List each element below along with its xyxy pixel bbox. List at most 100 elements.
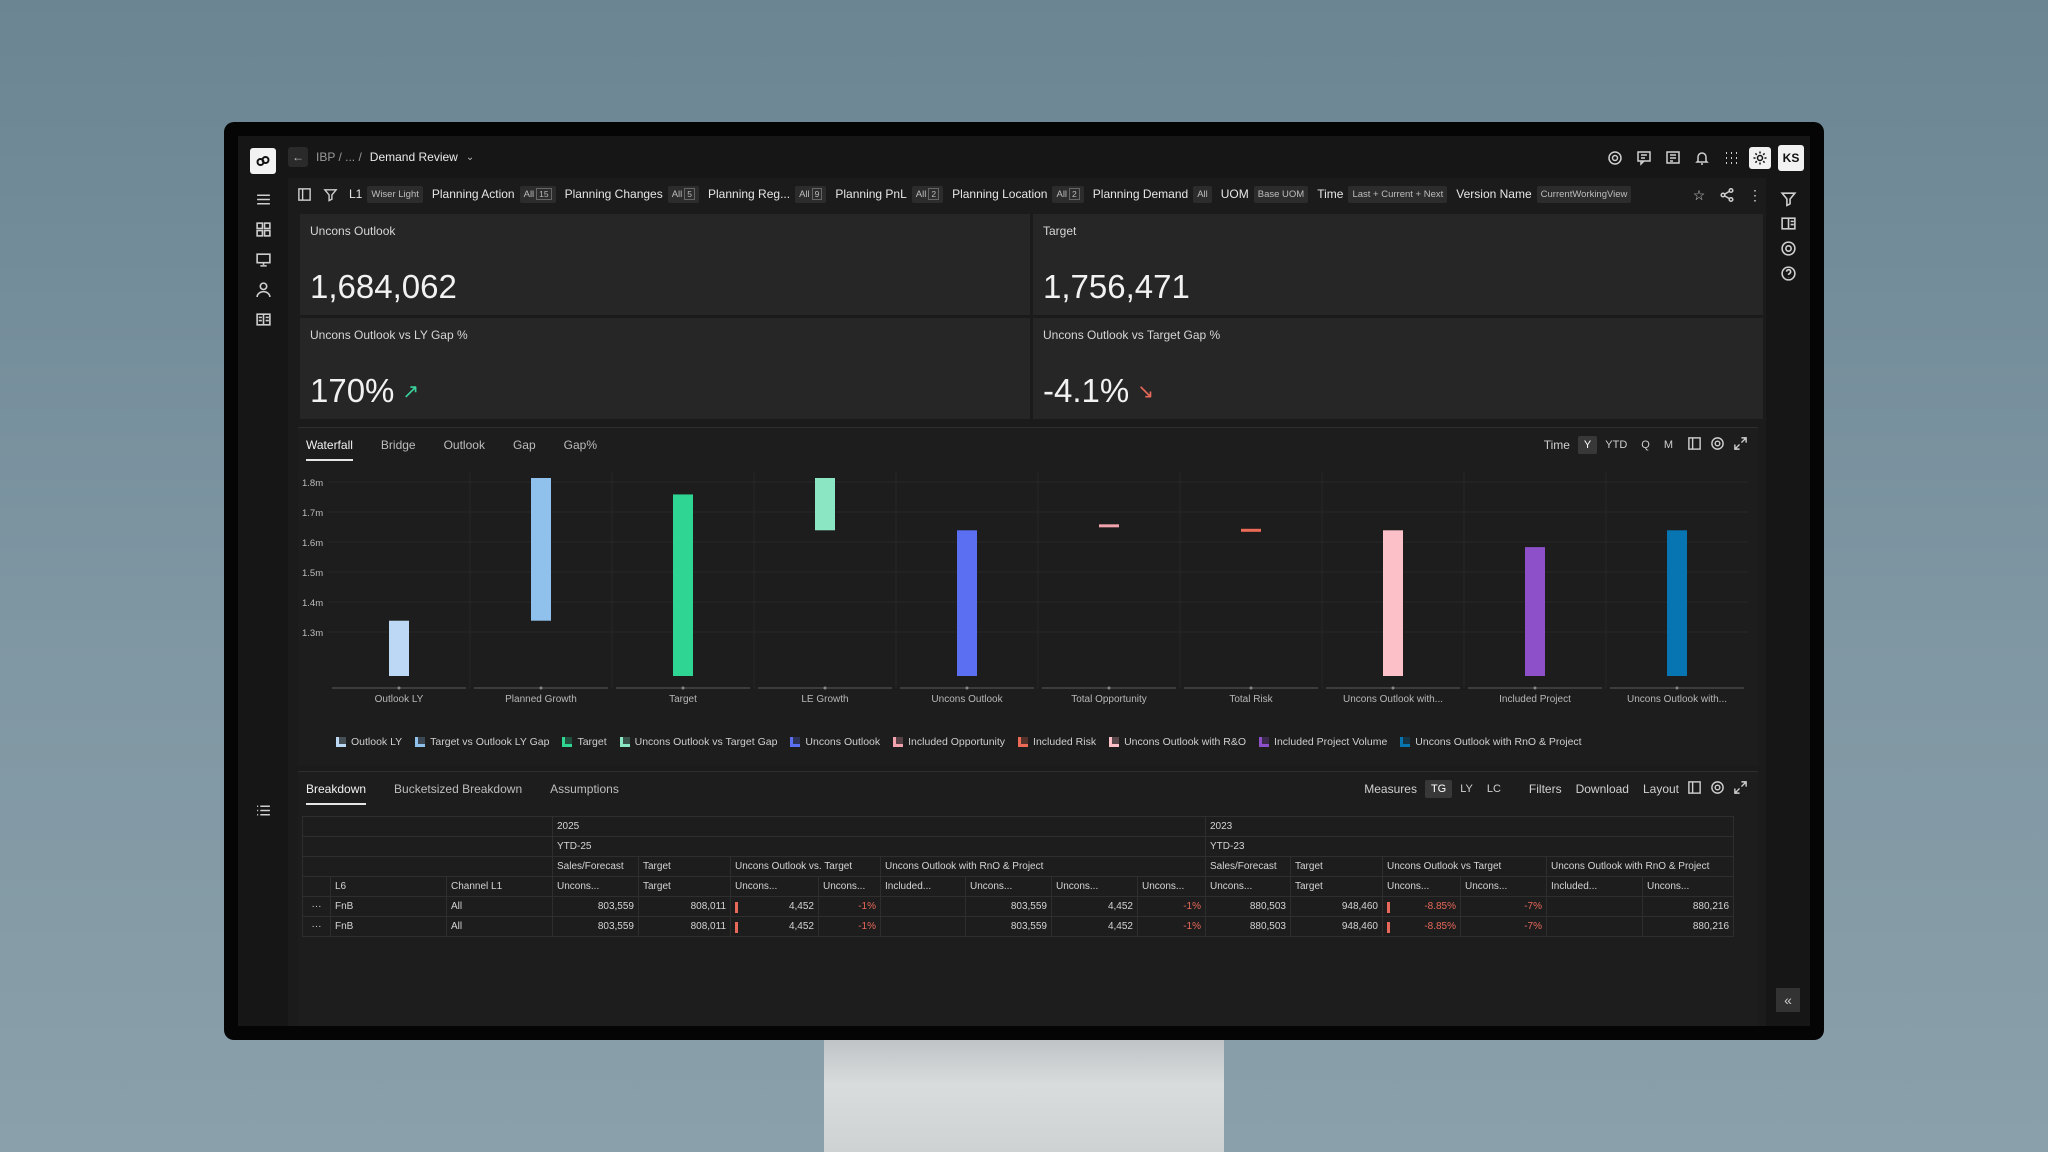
table-row[interactable]: ··· FnB All 803,559 808,011 4,452 -1% 803,559 4,… — [302, 916, 1735, 937]
user-avatar[interactable]: KS — [1778, 145, 1804, 171]
row-more-icon[interactable]: ··· — [302, 896, 331, 917]
filter-item[interactable]: L1 Wiser Light — [349, 185, 423, 203]
table-cell: 803,559 — [552, 916, 639, 937]
filter-count-badge: 15 — [536, 187, 552, 200]
layout-button[interactable]: Layout — [1642, 782, 1679, 796]
filter-item[interactable]: Planning Action All 15 — [432, 185, 556, 203]
share-icon[interactable] — [1716, 184, 1738, 206]
legend-item[interactable]: Outlook LY — [336, 736, 402, 748]
measure-option-ly[interactable]: LY — [1460, 783, 1473, 795]
settings-icon[interactable] — [1710, 436, 1725, 454]
legend-item[interactable]: Target vs Outlook LY Gap — [415, 736, 549, 748]
filter-value[interactable]: All 15 — [519, 185, 556, 203]
app-logo-icon[interactable] — [250, 148, 276, 174]
filter-value[interactable]: All 2 — [911, 185, 944, 203]
filter-icon[interactable] — [1776, 186, 1800, 210]
filter-value[interactable]: All 2 — [1052, 185, 1084, 203]
tab-breakdown[interactable]: Breakdown — [306, 782, 367, 805]
tab-bucketsized-breakdown[interactable]: Bucketsized Breakdown — [394, 782, 523, 796]
list-icon[interactable] — [251, 798, 275, 822]
tab-gap[interactable]: Gap — [512, 438, 536, 452]
row-more-icon[interactable]: ··· — [302, 916, 331, 937]
time-option-ytd[interactable]: YTD — [1605, 439, 1628, 451]
filter-item[interactable]: Planning PnL All 2 — [835, 185, 944, 203]
time-option-m[interactable]: M — [1663, 439, 1673, 451]
bell-icon[interactable] — [1691, 147, 1713, 169]
monitor-icon[interactable] — [251, 247, 275, 271]
filter-icon[interactable] — [320, 184, 340, 204]
kpi-card-target[interactable]: Target 1,756,471 — [1033, 214, 1763, 315]
expand-icon[interactable] — [1733, 780, 1748, 798]
collapse-panel-button[interactable]: « — [1776, 988, 1800, 1012]
menu-icon[interactable] — [251, 187, 275, 211]
legend-item[interactable]: Included Risk — [1018, 736, 1096, 748]
user-icon[interactable] — [251, 277, 275, 301]
more-vertical-icon[interactable]: ⋮ — [1748, 186, 1762, 203]
report-icon[interactable] — [251, 307, 275, 331]
tab-assumptions[interactable]: Assumptions — [550, 782, 619, 796]
filter-value[interactable]: CurrentWorkingView — [1536, 185, 1632, 203]
time-label: Time — [1543, 438, 1570, 452]
kpi-card-uncons-outlook[interactable]: Uncons Outlook 1,684,062 — [300, 214, 1030, 315]
page-title[interactable]: Demand Review — [369, 150, 458, 164]
settings-icon[interactable] — [1776, 236, 1800, 260]
sidebar-toggle-icon[interactable] — [294, 184, 314, 204]
filter-value[interactable]: Last + Current + Next — [1348, 185, 1448, 203]
legend-item[interactable]: Included Project Volume — [1259, 736, 1387, 748]
tab-outlook[interactable]: Outlook — [443, 438, 485, 452]
tab-waterfall[interactable]: Waterfall — [306, 438, 353, 461]
filter-item[interactable]: Planning Changes All 5 — [565, 185, 700, 203]
filter-value[interactable]: Base UOM — [1253, 185, 1309, 203]
apps-grid-icon[interactable] — [1720, 147, 1742, 169]
header-row-columns: L6 Channel L1 Uncons... Target Uncons... Unco… — [302, 876, 1735, 897]
filter-value[interactable]: All — [1193, 185, 1212, 203]
filters-button[interactable]: Filters — [1528, 782, 1562, 796]
breakdown-tabs: Breakdown Bucketsized Breakdown Assumption… — [306, 782, 619, 805]
table-row[interactable]: ··· FnB All 803,559 808,011 4,452 -1% 803,559 4,… — [302, 896, 1735, 917]
dashboard-grid-icon[interactable] — [251, 217, 275, 241]
settings-icon[interactable] — [1710, 780, 1725, 798]
legend-item[interactable]: Target — [562, 736, 607, 748]
back-arrow-icon[interactable]: ← — [288, 147, 308, 167]
filter-value[interactable]: All 9 — [795, 185, 827, 203]
notes-icon[interactable] — [1662, 147, 1684, 169]
comment-icon[interactable] — [1633, 147, 1655, 169]
filter-value[interactable]: All 5 — [667, 185, 700, 203]
kpi-label: Target — [1043, 224, 1077, 238]
legend-swatch — [415, 737, 426, 747]
time-option-y[interactable]: Y — [1577, 436, 1598, 454]
filter-item[interactable]: Planning Location All 2 — [952, 185, 1084, 203]
filter-item[interactable]: Version Name CurrentWorkingView — [1456, 185, 1632, 203]
expand-icon[interactable] — [1733, 436, 1748, 454]
x-tick-dot — [1675, 686, 1679, 690]
filter-item[interactable]: Planning Reg... All 9 — [708, 185, 827, 203]
report-panel-icon[interactable] — [1776, 211, 1800, 235]
filter-item[interactable]: Time Last + Current + Next — [1317, 185, 1448, 203]
filter-item[interactable]: Planning Demand All — [1093, 185, 1212, 203]
download-button[interactable]: Download — [1575, 782, 1629, 796]
settings-icon[interactable] — [1604, 147, 1626, 169]
admin-settings-icon[interactable] — [1749, 147, 1771, 169]
kpi-card-ly-gap[interactable]: Uncons Outlook vs LY Gap % 170% ↗ — [300, 318, 1030, 419]
legend-item[interactable]: Included Opportunity — [893, 736, 1005, 748]
help-icon[interactable] — [1776, 261, 1800, 285]
measure-option-tg[interactable]: TG — [1424, 780, 1453, 798]
measure-option-lc[interactable]: LC — [1486, 783, 1501, 795]
kpi-card-target-gap[interactable]: Uncons Outlook vs Target Gap % -4.1% ↘ — [1033, 318, 1763, 419]
tab-bridge[interactable]: Bridge — [380, 438, 416, 452]
filter-value[interactable]: Wiser Light — [367, 185, 423, 203]
breadcrumb-path[interactable]: IBP / ... / — [316, 150, 362, 164]
time-option-q[interactable]: Q — [1641, 439, 1650, 451]
legend-item[interactable]: Uncons Outlook with R&O — [1109, 736, 1246, 748]
legend-label: Uncons Outlook — [805, 736, 881, 748]
split-view-icon[interactable] — [1687, 436, 1702, 454]
legend-item[interactable]: Uncons Outlook — [790, 736, 880, 748]
chevron-down-icon[interactable]: ⌄ — [465, 151, 475, 163]
legend-item[interactable]: Uncons Outlook vs Target Gap — [619, 736, 777, 748]
column-header: Uncons... — [1641, 876, 1735, 897]
split-view-icon[interactable] — [1687, 780, 1702, 798]
legend-item[interactable]: Uncons Outlook with RnO & Project — [1400, 736, 1582, 748]
star-icon[interactable]: ☆ — [1692, 186, 1706, 203]
tab-gap[interactable]: Gap% — [563, 438, 597, 452]
filter-item[interactable]: UOM Base UOM — [1221, 185, 1309, 203]
